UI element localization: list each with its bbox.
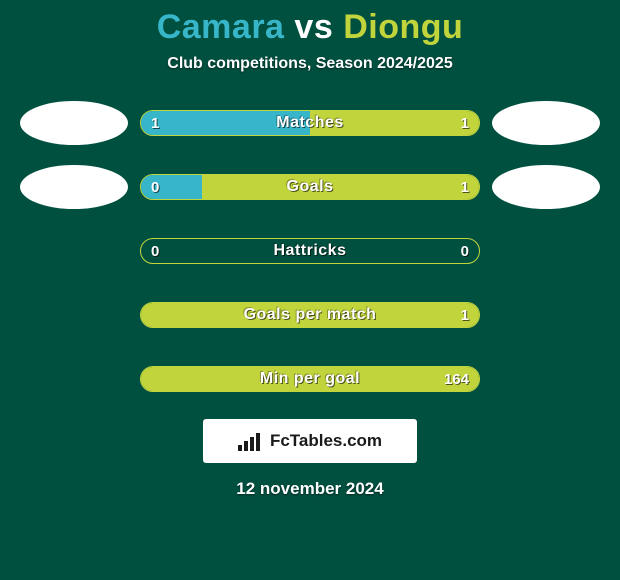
player2-avatar [492,165,600,209]
stat-row: Hattricks0 0 [10,229,610,273]
stat-label: Matches [141,111,479,135]
stat-value-left: 0 [141,175,169,199]
stat-label: Goals per match [141,303,479,327]
chart-icon [238,431,264,451]
player2-name: Diongu [343,8,463,46]
page-title: Camara vs Diongu [0,0,620,47]
stat-value-left [141,367,161,391]
stat-row: Goals0 1 [10,165,610,209]
stat-value-right: 1 [451,175,479,199]
player1-avatar [20,165,128,209]
player1-name: Camara [157,8,285,46]
stat-value-left [141,303,161,327]
stat-row: Goals per match1 [10,293,610,337]
stat-rows: Matches11Goals01Hattricks00Goals per mat… [0,101,620,401]
stat-label: Min per goal [141,367,479,391]
stat-bar: Min per goal164 [140,366,480,392]
player1-avatar [20,101,128,145]
stat-value-left: 0 [141,239,169,263]
stat-value-right: 1 [451,111,479,135]
branding-badge[interactable]: FcTables.com [203,419,417,463]
stat-row: Min per goal164 [10,357,610,401]
stat-value-left: 1 [141,111,169,135]
stat-label: Hattricks [141,239,479,263]
stat-label: Goals [141,175,479,199]
stat-value-right: 0 [451,239,479,263]
branding-text: FcTables.com [270,431,382,451]
stat-bar: Hattricks0 0 [140,238,480,264]
comparison-widget: Camara vs Diongu Club competitions, Seas… [0,0,620,580]
stat-bar: Goals0 1 [140,174,480,200]
date-label: 12 november 2024 [0,479,620,499]
stat-value-right: 164 [434,367,479,391]
stat-value-right: 1 [451,303,479,327]
player2-avatar [492,101,600,145]
stat-bar: Matches1 1 [140,110,480,136]
subtitle: Club competitions, Season 2024/2025 [0,55,620,73]
stat-bar: Goals per match1 [140,302,480,328]
stat-row: Matches1 1 [10,101,610,145]
vs-separator: vs [294,8,333,46]
